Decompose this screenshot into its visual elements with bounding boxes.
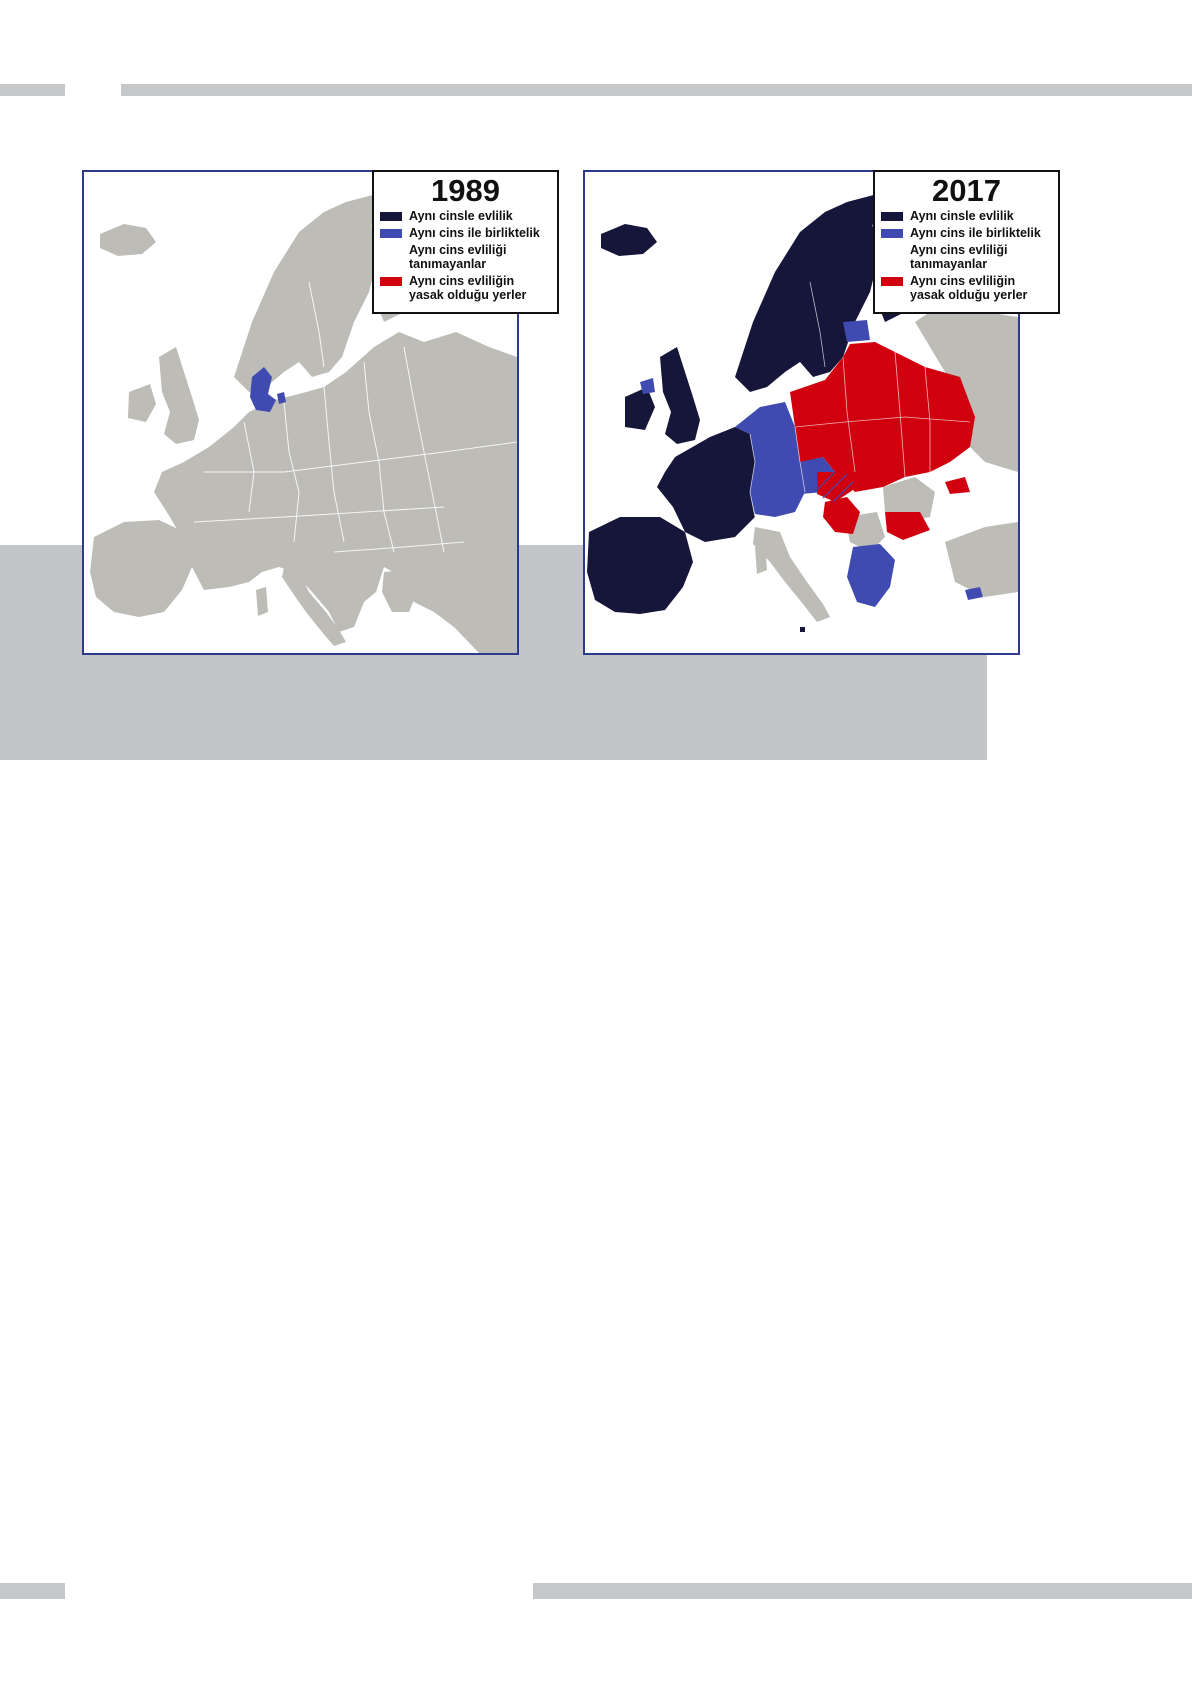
swatch-blue-icon	[881, 229, 903, 238]
scandinavia-land	[234, 202, 379, 392]
uk-land	[159, 347, 199, 444]
cyprus-union	[965, 587, 983, 600]
top-rule-left	[0, 84, 65, 96]
uk-marriage	[660, 347, 700, 444]
scandinavia-marriage	[735, 202, 880, 392]
legend-label: Aynı cinsle evlilik	[910, 209, 1014, 223]
legend-label: Aynı cins evliliği tanımayanlar	[910, 243, 1008, 271]
estonia-union	[843, 320, 870, 342]
sardinia-land	[256, 587, 268, 616]
legend-year: 1989	[431, 173, 500, 208]
map-1989: 1989 Aynı cinsle evlilik Aynı cins ile b…	[82, 170, 559, 655]
sardinia-land	[755, 544, 767, 574]
denmark-union	[250, 367, 276, 412]
legend-item-union: Aynı cins ile birliktelik	[881, 226, 1052, 240]
iceland-land	[100, 224, 156, 256]
legend-label: Aynı cins evliliğin yasak olduğu yerler	[910, 274, 1028, 302]
continent-land	[154, 332, 517, 653]
swatch-red-icon	[380, 277, 402, 286]
ireland-land	[128, 384, 156, 422]
map-2017: 2017 Aynı cinsle evlilik Aynı cins ile b…	[583, 170, 1060, 655]
georgia-banned	[945, 477, 970, 494]
swatch-white-icon	[881, 246, 903, 255]
swatch-blue-icon	[380, 229, 402, 238]
legend-label: Aynı cins ile birliktelik	[409, 226, 540, 240]
bottom-rule-right	[533, 1583, 1192, 1599]
legend-1989: 1989 Aynı cinsle evlilik Aynı cins ile b…	[372, 170, 559, 314]
legend-year: 2017	[932, 173, 1001, 208]
italy-land	[282, 567, 346, 646]
iberia-land	[90, 520, 192, 617]
legend-item-marriage: Aynı cinsle evlilik	[380, 209, 551, 223]
legend-item-not-recognized: Aynı cins evliliği tanımayanlar	[380, 243, 551, 271]
romania-land	[883, 477, 935, 522]
malta-marriage	[800, 627, 805, 632]
country-borders	[749, 281, 971, 518]
swatch-white-icon	[380, 246, 402, 255]
italy-land	[753, 527, 830, 622]
legend-item-union: Aynı cins ile birliktelik	[380, 226, 551, 240]
germany-union	[735, 402, 805, 517]
hungary-hatch	[816, 471, 854, 503]
east-europe-banned	[790, 342, 975, 492]
legend-2017: 2017 Aynı cinsle evlilik Aynı cins ile b…	[873, 170, 1060, 314]
france-marriage	[657, 427, 755, 542]
top-rule-right	[121, 84, 1192, 96]
legend-item-banned: Aynı cins evliliğin yasak olduğu yerler	[380, 274, 551, 302]
russia-land	[915, 302, 1018, 472]
turkey-land	[945, 522, 1018, 597]
europe-map-2017	[587, 192, 1018, 632]
legend-label: Aynı cinsle evlilik	[409, 209, 513, 223]
balkans-banned	[823, 497, 860, 534]
legend-label: Aynı cins evliliğin yasak olduğu yerler	[409, 274, 527, 302]
bulgaria-banned	[885, 512, 930, 540]
swatch-red-icon	[881, 277, 903, 286]
legend-label: Aynı cins ile birliktelik	[910, 226, 1041, 240]
greece-land	[382, 570, 419, 612]
legend-item-not-recognized: Aynı cins evliliği tanımayanlar	[881, 243, 1052, 271]
bottom-rule-left	[0, 1583, 65, 1599]
northern-ireland-union	[640, 378, 655, 394]
country-borders	[193, 281, 517, 553]
denmark-island	[277, 392, 286, 404]
swatch-dark-navy-icon	[881, 212, 903, 221]
legend-item-banned: Aynı cins evliliğin yasak olduğu yerler	[881, 274, 1052, 302]
greece-union	[847, 544, 895, 607]
ireland-marriage	[625, 387, 655, 430]
legend-label: Aynı cins evliliği tanımayanlar	[409, 243, 507, 271]
iberia-marriage	[587, 517, 693, 614]
iceland-marriage	[601, 224, 657, 256]
swatch-dark-navy-icon	[380, 212, 402, 221]
legend-item-marriage: Aynı cinsle evlilik	[881, 209, 1052, 223]
